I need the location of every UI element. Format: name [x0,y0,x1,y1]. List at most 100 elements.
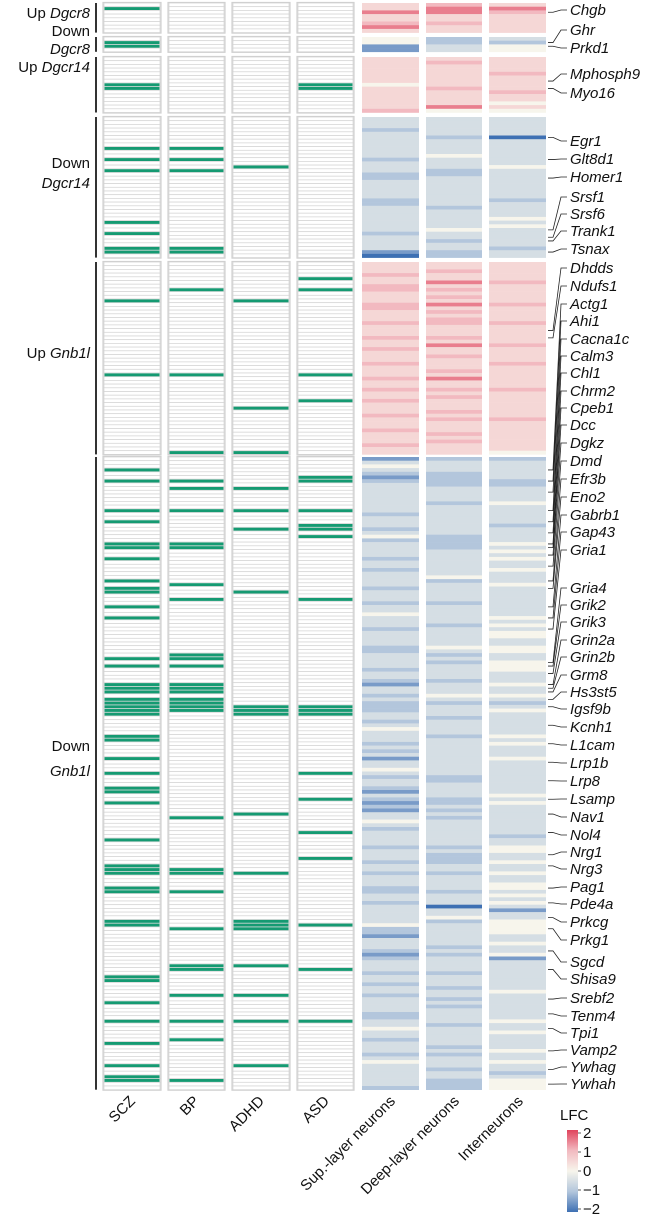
disorder-cell [232,608,290,613]
disorder-cell [232,71,290,76]
disorder-cell [297,168,354,173]
lfc-cell [426,852,482,857]
lfc-cell [362,447,419,451]
disorder-cell [297,253,354,258]
disorder-box [296,260,355,456]
lfc-cell [426,183,482,188]
lfc-cell [426,882,482,887]
disorder-cell [232,641,290,647]
disorder-cell [168,64,225,69]
legend-tick-label: 0 [583,1163,591,1180]
disorder-cell [232,172,290,177]
disorder-cell [297,291,354,296]
disorder-mark [104,697,160,701]
group-gene: Dgcr8 [50,41,91,58]
lfc-cell [489,952,546,957]
gene-connector [548,320,567,482]
lfc-cell [362,823,419,828]
disorder-cell [232,882,290,887]
lfc-cell [426,120,482,125]
disorder-cell [168,1085,225,1091]
disorder-cell [297,882,354,887]
lfc-cell [489,727,546,732]
lfc-cell [489,235,546,240]
disorder-cell [168,526,225,532]
disorder-cell [168,723,225,728]
disorder-cell [297,723,354,728]
lfc-cell [489,667,546,672]
lfc-cell [362,486,419,491]
lfc-cell [489,213,546,218]
disorder-cell [168,1026,225,1031]
lfc-cell [489,242,546,247]
group-direction: Down [52,155,90,172]
lfc-cell [426,597,482,602]
lfc-cell [426,105,482,110]
lfc-cell [489,209,546,214]
lfc-cell [489,856,546,861]
disorder-cell [168,456,225,462]
disorder-cell [232,97,290,102]
disorder-cell [232,626,290,632]
lfc-cell [489,649,546,654]
disorder-box [296,55,355,114]
gene-connector [548,656,567,689]
lfc-cell [489,231,546,236]
lfc-cell [489,10,546,15]
disorder-cell [297,1041,354,1046]
lfc-cell [362,380,419,385]
lfc-cell [489,421,546,426]
gene-label: Dgkz [570,435,605,452]
disorder-cell [168,291,225,296]
lfc-cell [426,336,482,340]
lfc-cell [489,486,546,491]
lfc-cell [426,471,482,476]
lfc-cell [489,82,546,87]
disorder-cell [103,652,161,658]
disorder-cell [297,778,354,783]
lfc-cell [426,638,482,643]
lfc-cell [489,660,546,665]
lfc-cell [362,179,419,184]
disorder-cell [168,24,225,30]
lfc-cell [489,875,546,880]
disorder-cell [297,941,354,946]
disorder-cell [232,44,290,49]
disorder-cell [168,36,225,42]
disorder-cell [168,641,225,647]
lfc-cell [362,108,419,113]
lfc-cell [362,1045,419,1050]
disorder-cell [297,212,354,218]
disorder-cell [297,317,354,322]
disorder-cell [297,460,354,465]
disorder-cell [168,67,225,73]
lfc-cell [362,941,419,946]
lfc-cell [489,941,546,946]
disorder-cell [232,1033,290,1039]
lfc-cell [426,128,482,133]
lfc-cell [426,464,482,469]
disorder-cell [232,368,290,374]
gene-label: Lrp1b [570,755,608,772]
lfc-cell [426,797,482,802]
lfc-cell [362,135,419,140]
lfc-cell [489,623,546,628]
disorder-cell [297,878,354,883]
disorder-cell [103,368,161,374]
disorder-cell [297,294,354,300]
disorder-cell [168,945,225,950]
lfc-cell [362,284,419,289]
lfc-cell [489,428,546,433]
lfc-cell [426,250,482,255]
disorder-cell [168,841,225,846]
disorder-cell [168,253,225,258]
lfc-cell [362,317,419,322]
gene-label: Grin2b [570,649,615,666]
disorder-cell [103,1011,161,1017]
lfc-cell [489,1086,546,1090]
lfc-cell [489,1037,546,1042]
disorder-mark [104,975,160,979]
lfc-cell [489,734,546,739]
lfc-cell [362,938,419,942]
disorder-cell [168,604,225,610]
